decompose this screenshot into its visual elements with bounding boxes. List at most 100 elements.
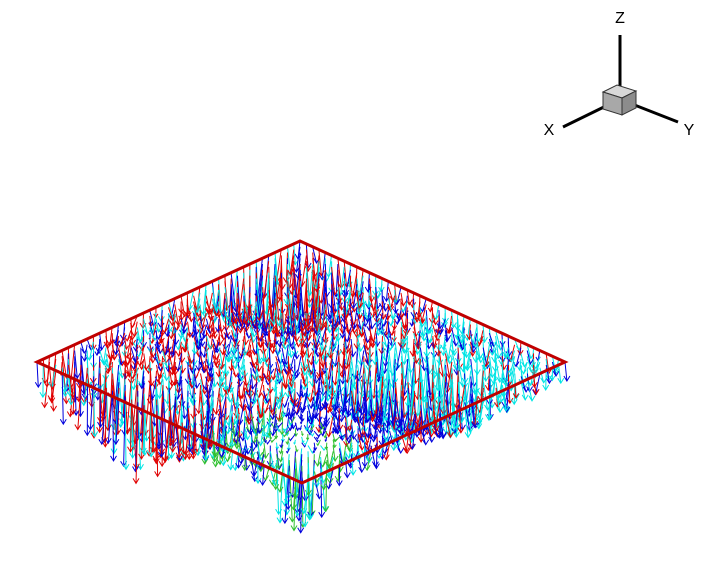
vector-arrow — [39, 364, 47, 399]
vector-arrow — [293, 439, 296, 445]
vector-arrow — [269, 433, 273, 441]
vector-arrow — [475, 399, 485, 430]
vector-arrow — [413, 309, 420, 323]
vector-arrow — [122, 402, 130, 471]
z-label: Z — [615, 10, 625, 27]
vector-arrow — [266, 370, 272, 383]
vector-arrow — [212, 445, 221, 468]
vector-arrow — [551, 361, 560, 377]
vector-arrow — [276, 422, 283, 429]
vector-arrow — [162, 361, 170, 382]
vector-arrow — [127, 405, 134, 453]
vector-arrow — [161, 318, 170, 334]
vector-arrow — [270, 367, 277, 381]
vector-arrow — [305, 341, 313, 359]
vector-arrow — [281, 335, 289, 350]
vector-arrow — [49, 367, 58, 412]
vector-arrow — [94, 344, 101, 357]
vector-arrow — [269, 413, 277, 437]
vector-arrow — [224, 445, 233, 463]
vector-arrow — [344, 405, 352, 418]
vector-arrow — [501, 390, 510, 412]
vector-arrow — [401, 436, 411, 455]
vector-arrow — [288, 419, 293, 427]
vector-arrow — [193, 367, 201, 380]
vector-arrow — [312, 448, 316, 454]
vector-arrow — [409, 315, 415, 327]
vector-arrow — [131, 321, 138, 338]
vector-arrow — [363, 407, 371, 424]
vector-arrow — [369, 330, 376, 343]
vector-arrow — [111, 330, 119, 345]
vector-arrow — [520, 376, 530, 393]
vector-arrow — [485, 396, 492, 421]
vector-arrow — [81, 344, 89, 362]
vector-arrow — [382, 442, 391, 461]
vector-arrow — [314, 451, 322, 467]
x-label: X — [544, 122, 555, 139]
vector-arrow — [357, 456, 366, 474]
vector-arrow — [481, 324, 488, 344]
vector-arrow — [520, 361, 528, 375]
vector-arrow — [246, 419, 254, 436]
vector-arrow — [381, 295, 389, 312]
vector-arrow — [132, 408, 140, 485]
vector-arrow — [189, 382, 197, 407]
vector-arrow — [316, 439, 321, 447]
vector-arrow — [375, 321, 382, 337]
vector-arrow — [124, 330, 132, 342]
vector-arrow — [283, 425, 290, 432]
vector-arrow — [332, 439, 337, 449]
vector-arrow — [69, 379, 77, 415]
vector-arrow — [175, 341, 183, 358]
vector-arrow — [320, 471, 328, 491]
vector-arrow — [347, 419, 353, 432]
vector-arrow — [282, 430, 290, 438]
vector-arrow — [266, 439, 271, 445]
domain-frame — [33, 239, 569, 485]
vector-arrow — [67, 376, 75, 406]
vector-arrow — [275, 393, 283, 410]
vector-arrow — [374, 333, 381, 348]
vector-arrow — [212, 304, 220, 317]
vector-arrow — [233, 304, 240, 318]
vector-arrow — [225, 312, 233, 328]
vector-arrow — [389, 324, 396, 337]
vector-arrow — [320, 445, 326, 452]
vector-arrow — [212, 327, 218, 340]
vector-arrow — [261, 384, 268, 400]
vector-arrow — [303, 439, 309, 446]
vector-arrow — [337, 281, 346, 311]
vector-arrow — [331, 428, 335, 435]
vector-arrow — [563, 361, 571, 382]
vector-arrow — [155, 358, 164, 372]
vector-arrow — [299, 384, 306, 399]
vector-arrow — [315, 433, 321, 440]
vector-arrow — [503, 347, 509, 360]
vector-arrow — [451, 344, 458, 357]
vector-arrow — [319, 422, 325, 430]
vector-arrow — [117, 379, 126, 429]
vector-arrow — [301, 468, 309, 528]
vector-arrow — [311, 379, 319, 396]
vector-arrow — [206, 335, 214, 350]
vector-arrow — [453, 312, 461, 331]
vector-arrow — [112, 341, 120, 356]
vector-arrow — [211, 367, 219, 388]
vector-arrow — [282, 396, 290, 409]
vector-arrow — [155, 318, 162, 333]
vector-arrow — [232, 356, 239, 370]
vector-arrow — [439, 419, 447, 438]
vector-arrow — [470, 335, 478, 348]
vector-arrow — [147, 413, 155, 458]
vector-arrow — [440, 341, 447, 357]
vector-arrow — [141, 410, 149, 457]
vector-arrow — [350, 321, 358, 335]
vector-arrow — [300, 370, 308, 391]
vector-arrow — [339, 324, 346, 339]
vector-arrow — [182, 338, 189, 353]
vector-arrow — [278, 451, 284, 463]
vector-arrow — [427, 330, 434, 344]
vector-arrow — [436, 310, 444, 330]
